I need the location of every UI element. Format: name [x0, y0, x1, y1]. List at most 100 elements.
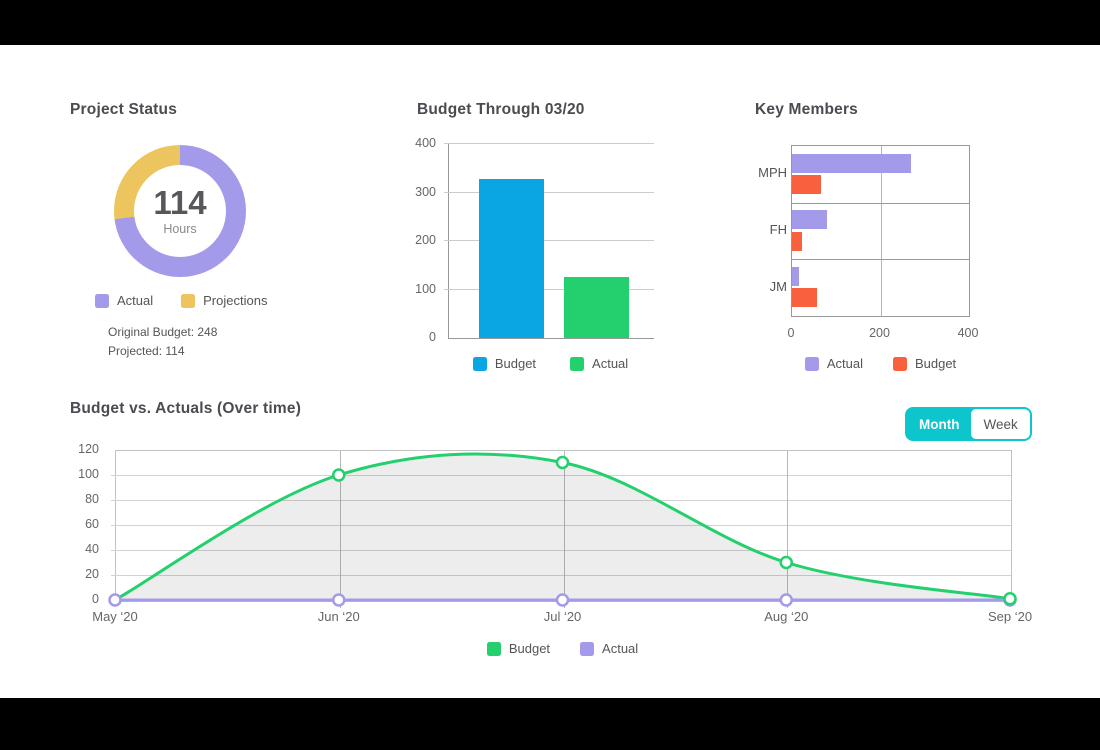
tick-label: 40 [85, 542, 99, 556]
month-week-toggle: Month Week [905, 407, 1032, 441]
legend-item-budget[interactable]: Budget [472, 356, 537, 371]
tick-label: 400 [415, 136, 436, 150]
legend-label: Actual [602, 641, 639, 656]
legend-label: Budget [914, 356, 957, 371]
tick-label: 0 [429, 330, 436, 344]
bar-actual-jm [792, 266, 799, 286]
gridline [563, 451, 565, 608]
gridline [444, 191, 654, 193]
tick-label: 200 [869, 326, 890, 340]
data-point-marker [555, 455, 570, 470]
legend-label: Actual [592, 356, 629, 371]
bar-budget [479, 178, 544, 338]
budget-area-fill [115, 453, 1010, 600]
gridline [111, 550, 1011, 551]
x-axis-label: Jul ‘20 [543, 609, 582, 624]
category-label: MPH [758, 165, 787, 181]
over-time-legend: Budget Actual [115, 641, 1010, 656]
bar-actual-mph [792, 153, 911, 173]
bar-budget-mph [792, 175, 821, 194]
legend-label: Actual [826, 356, 863, 371]
legend-item-actual[interactable]: Actual [570, 356, 628, 371]
gridline [787, 451, 789, 608]
bar-actual [564, 277, 629, 338]
bar-actual-fh [792, 210, 827, 230]
data-point-marker [779, 593, 793, 607]
actual-swatch [804, 356, 819, 371]
gridline [444, 143, 654, 144]
budget-swatch [892, 356, 907, 371]
tick-label: 0 [92, 592, 99, 606]
row-separator [792, 259, 969, 261]
tick-label: 60 [85, 517, 99, 531]
projections-swatch [181, 293, 196, 308]
gridline [444, 288, 654, 290]
tick-label: 80 [85, 492, 99, 506]
bar-budget-fh [792, 231, 802, 251]
row-separator [792, 202, 969, 204]
over-time-series [108, 452, 1017, 607]
legend-label: Budget [494, 356, 537, 371]
project-status-donut-chart: 114 Hours [114, 145, 246, 277]
gridline [111, 475, 1011, 476]
budget-swatch [472, 356, 487, 371]
tick-label: 100 [78, 467, 99, 481]
key-members-title: Key Members [755, 101, 858, 118]
budget-through-title: Budget Through 03/20 [417, 101, 585, 118]
tick-label: 400 [957, 326, 979, 340]
legend-item-actual[interactable]: Actual [95, 293, 153, 308]
legend-label: Budget [508, 641, 551, 656]
toggle-week-button[interactable]: Week [971, 409, 1030, 439]
actual-swatch [580, 641, 595, 656]
budget-through-legend: Budget Actual [448, 356, 653, 371]
gridline [111, 525, 1011, 526]
legend-label: Actual [117, 293, 154, 308]
over-time-title: Budget vs. Actuals (Over time) [70, 400, 302, 417]
over-time-y-axis: 0 20 40 60 80 100 120 [70, 442, 107, 606]
original-budget-note: Original Budget: 248 [108, 325, 218, 339]
key-members-plot [791, 145, 970, 317]
project-status-title: Project Status [70, 101, 178, 118]
gridline [444, 240, 654, 241]
data-point-marker [108, 593, 122, 607]
actual-swatch [570, 356, 585, 371]
gridline [880, 146, 882, 316]
donut-hours-value: 114 [153, 184, 207, 221]
legend-item-budget[interactable]: Budget [486, 641, 551, 656]
project-status-legend: Actual Projections [95, 293, 305, 308]
gridline [339, 451, 341, 608]
project-status-notes: Original Budget: 248 Projected: 114 [108, 325, 217, 363]
data-point-marker [779, 555, 793, 570]
tick-label: 100 [415, 281, 436, 296]
legend-label: Projections [203, 293, 268, 308]
x-axis-label: Jun ‘20 [317, 609, 360, 624]
data-point-marker [1003, 592, 1017, 606]
actual-swatch [95, 293, 109, 308]
category-label: FH [769, 222, 787, 237]
legend-item-actual[interactable]: Actual [804, 356, 863, 371]
bar-budget-jm [792, 288, 818, 308]
data-point-marker [555, 593, 570, 607]
tick-label: 0 [787, 326, 795, 340]
over-time-x-axis: May ‘20 Jun ‘20 Jul ‘20 Aug ‘20 Sep ‘20 [92, 609, 1032, 627]
budget-through-plot [444, 143, 654, 339]
donut-hours-label: Hours [163, 222, 197, 236]
legend-item-projections[interactable]: Projections [181, 293, 267, 308]
x-axis-label: May ‘20 [92, 609, 138, 624]
budget-through-y-axis: 0 100 200 300 400 [398, 136, 441, 344]
tick-label: 300 [415, 184, 436, 199]
toggle-month-button[interactable]: Month [919, 416, 960, 432]
tick-label: 200 [415, 233, 436, 247]
budget-swatch [486, 641, 501, 656]
gridline [111, 575, 1011, 576]
dashboard-card: Project Status 114 Hours Actual Projecti… [0, 45, 1100, 698]
data-point-marker [332, 593, 346, 607]
projected-note: Projected: 114 [108, 344, 185, 358]
gridline [111, 500, 1011, 501]
category-label: JM [769, 278, 787, 294]
x-axis-label: Aug ‘20 [764, 609, 809, 624]
legend-item-actual[interactable]: Actual [580, 641, 638, 656]
tick-label: 120 [78, 442, 99, 456]
legend-item-budget[interactable]: Budget [892, 356, 957, 371]
tick-label: 20 [85, 567, 99, 581]
